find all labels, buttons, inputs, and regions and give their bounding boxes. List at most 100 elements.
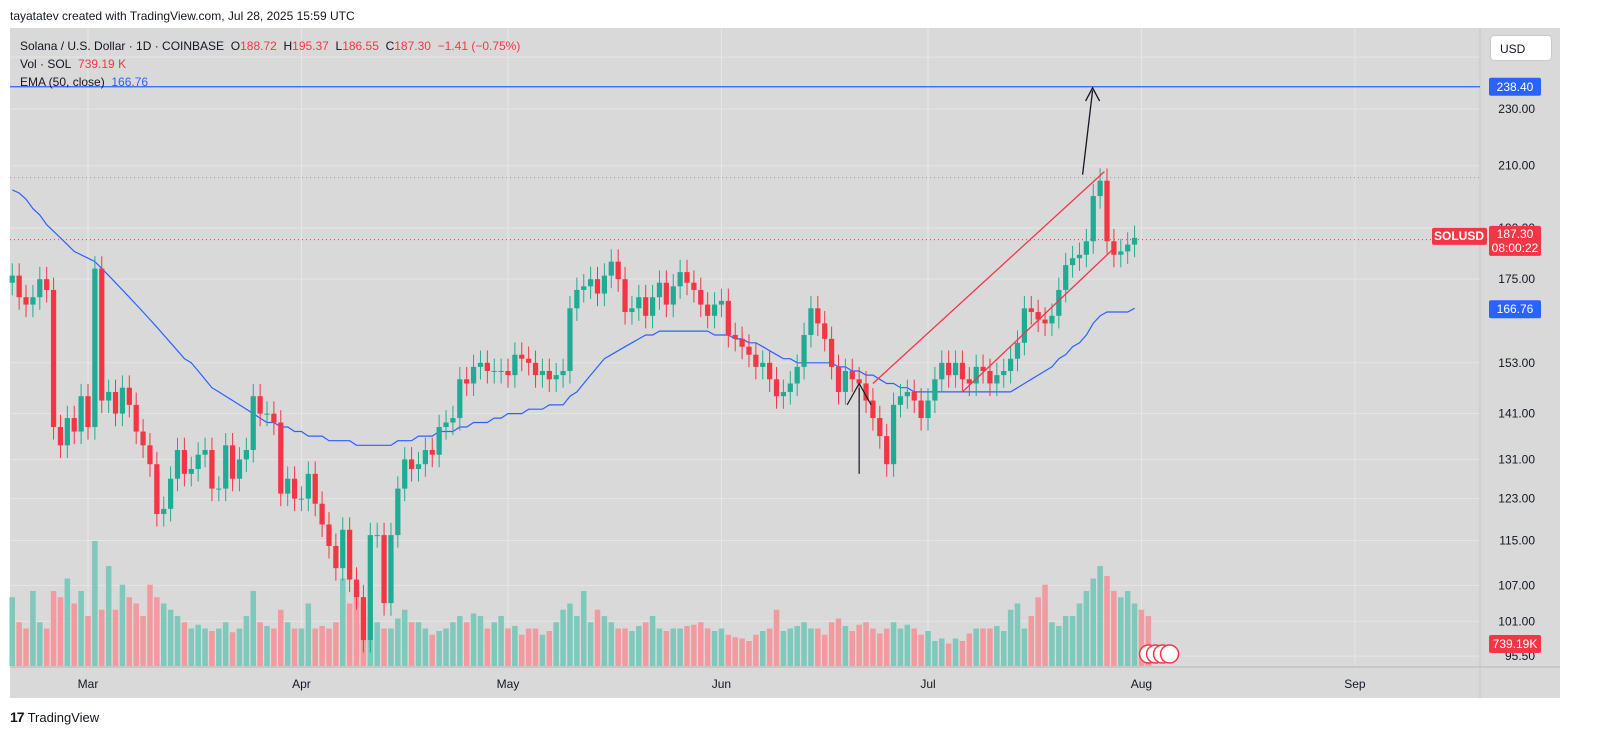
candle-body (973, 366, 979, 384)
candle-body (574, 289, 580, 309)
volume-bar (698, 622, 704, 666)
candle-body (636, 297, 642, 309)
volume-bar (828, 622, 835, 666)
volume-bar (539, 634, 546, 666)
volume-bar (1035, 597, 1041, 666)
volume-bar (333, 622, 339, 666)
volume-bar (883, 628, 890, 666)
volume-bar (773, 609, 780, 666)
candle-body (711, 304, 718, 316)
volume-bar (71, 603, 77, 666)
candle-body (856, 379, 862, 384)
volume-bar (1007, 609, 1014, 666)
volume-bar (849, 631, 856, 666)
candle-body (319, 503, 325, 525)
candle-body (429, 449, 435, 455)
candle-body (147, 445, 153, 465)
volume-bar (670, 628, 676, 666)
candle-body (918, 400, 924, 419)
volume-bar (1076, 603, 1083, 666)
legend-high-label: H (283, 39, 293, 53)
volume-bar (952, 638, 959, 666)
volume-bar (505, 628, 511, 666)
volume-bar (587, 622, 594, 666)
currency-button[interactable]: USD (1490, 35, 1552, 61)
volume-bar (408, 622, 415, 666)
volume-bar (808, 628, 814, 666)
volume-bar (1118, 597, 1124, 666)
candle-body (37, 279, 43, 298)
candle-body (567, 308, 573, 371)
candle-body (23, 297, 29, 305)
volume-bar (43, 628, 50, 666)
volume-bar (1111, 591, 1117, 666)
tradingview-brand: 17 TradingView (10, 709, 99, 725)
volume-bar (1124, 591, 1131, 666)
candle-body (154, 464, 160, 515)
candle-body (278, 422, 284, 494)
candle-body (257, 396, 263, 414)
volume-bar (30, 591, 36, 666)
volume-bar (1056, 626, 1062, 666)
volume-bar (560, 609, 566, 666)
volume-bar (222, 622, 229, 666)
volume-bar (450, 622, 456, 666)
candle-body (402, 459, 408, 489)
volume-bar (939, 638, 945, 666)
candle-body (732, 334, 738, 339)
candle-body (333, 545, 339, 569)
candle-body (539, 370, 546, 376)
candle-body (780, 391, 787, 397)
volume-bar (202, 628, 208, 666)
candle-body (532, 362, 539, 376)
tradingview-brand-label: TradingView (27, 709, 100, 725)
legend-ohlc: Solana / U.S. Dollar · 1D · COINBASE O18… (20, 39, 520, 53)
volume-bar (415, 622, 422, 666)
volume-bar (470, 613, 477, 666)
legend-volume-value: 739.19 K (78, 57, 127, 71)
candle-body (787, 383, 793, 392)
y-tick-label: 107.00 (1498, 578, 1535, 592)
volume-bar (229, 632, 236, 666)
volume-bar (574, 616, 580, 666)
volume-bar (821, 634, 828, 666)
volume-bars (9, 541, 1152, 666)
volume-bar (264, 626, 270, 666)
hline-price-badge-bg (1489, 77, 1541, 96)
event-markers (1138, 644, 1180, 664)
volume-bar (57, 597, 64, 666)
volume-badge-bg (1489, 635, 1541, 653)
volume-bar (353, 591, 360, 666)
candle-body (1028, 308, 1034, 313)
volume-bar (491, 622, 497, 666)
candle-body (1049, 315, 1055, 324)
volume-bar (326, 628, 332, 666)
candle-body (629, 308, 635, 313)
x-tick-label: Sep (1344, 677, 1366, 691)
volume-bar (766, 628, 773, 666)
channel-lower-line (961, 247, 1115, 393)
volume-bar (147, 584, 153, 666)
candle-body (670, 286, 676, 305)
volume-bar (622, 628, 628, 666)
legend-low-label: L (335, 39, 343, 53)
volume-bar (50, 591, 57, 666)
volume-bar (642, 622, 649, 666)
y-tick-label: 230.00 (1498, 102, 1535, 116)
candle-body (57, 427, 64, 446)
volume-bar (188, 628, 195, 666)
candle-body (1104, 180, 1110, 242)
candle-body (326, 524, 332, 546)
volume-bar (856, 624, 862, 666)
volume-bar (932, 641, 938, 666)
volume-bar (711, 631, 718, 666)
candle-body (760, 362, 766, 367)
x-tick-label: Jun (712, 677, 731, 691)
volume-bar (195, 624, 201, 666)
volume-bar (133, 603, 139, 666)
volume-bar (863, 622, 869, 666)
volume-bar (801, 622, 807, 666)
candle-body (1056, 289, 1062, 316)
candle-body (952, 362, 959, 376)
